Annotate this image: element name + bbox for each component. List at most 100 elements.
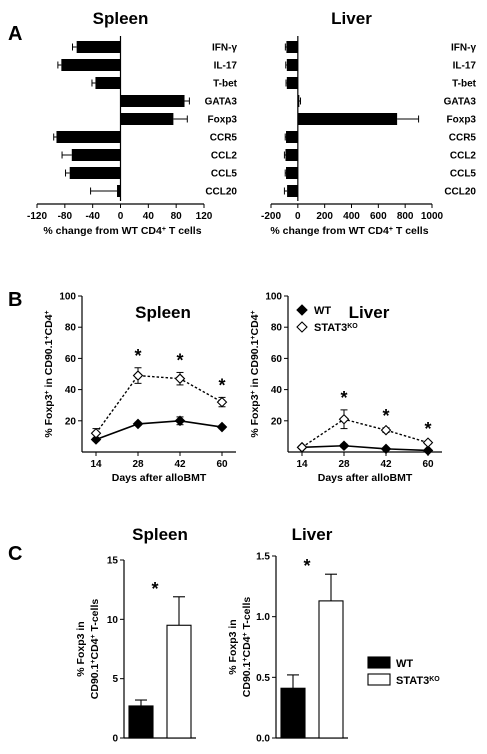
chart-a-liver: Liver IFN-γ IL-17 T-bet GATA3 Foxp3 CCR5 CCL2 CC… xyxy=(261,9,477,237)
significance-star: * xyxy=(424,419,431,439)
legend-marker-wt xyxy=(296,304,308,316)
x-tick-label: 40 xyxy=(143,211,155,222)
bar xyxy=(71,149,121,161)
bar xyxy=(287,185,298,197)
chart-a-spleen: Spleen IFN-γ IL-17 T-bet GATA3 Foxp3 CCR5 CCL2 C… xyxy=(27,9,238,237)
bar xyxy=(286,77,298,89)
point-stat3ko xyxy=(216,396,228,408)
category-label: IL-17 xyxy=(214,61,238,72)
x-tick-label: -120 xyxy=(27,211,47,222)
y-tick-label: 80 xyxy=(65,323,77,334)
category-label: Foxp3 xyxy=(447,115,477,126)
legend-swatch-wt xyxy=(367,656,391,669)
point-stat3ko xyxy=(422,437,434,448)
significance-star: * xyxy=(176,350,183,370)
y-tick-label: 0.0 xyxy=(256,734,270,745)
y-axis-label-line2: CD90.1+CD4+ T-cells xyxy=(89,599,101,700)
point-wt xyxy=(422,445,434,456)
series-line-wt xyxy=(301,444,429,452)
panel-label-a: A xyxy=(8,23,22,45)
x-tick-label: -80 xyxy=(58,211,73,222)
y-axis-label: % Foxp3+ in CD90.1+CD4+ xyxy=(249,310,261,437)
x-tick-label: 14 xyxy=(296,459,308,470)
bar xyxy=(120,95,185,107)
bar-stat3ko xyxy=(318,600,344,739)
bar-wt xyxy=(128,705,154,739)
x-tick-label: 28 xyxy=(132,459,144,470)
bar xyxy=(286,131,298,143)
x-axis-label: % change from WT CD4+ T cells xyxy=(270,225,428,237)
bar xyxy=(120,113,174,125)
y-tick-label: 5 xyxy=(112,674,118,685)
legend-swatch-stat3ko xyxy=(367,673,391,686)
category-label: CCL2 xyxy=(211,151,238,162)
point-wt xyxy=(132,418,144,430)
bar xyxy=(286,167,298,179)
legend-label: STAT3KO xyxy=(314,322,358,334)
x-axis-label: Days after alloBMT xyxy=(112,472,207,484)
category-label: GATA3 xyxy=(444,97,477,108)
y-tick-label: 60 xyxy=(271,354,283,365)
point-stat3ko xyxy=(174,373,186,384)
category-label: IFN-γ xyxy=(212,43,237,54)
chart-title: Spleen xyxy=(132,525,188,544)
series-line-wt xyxy=(95,419,223,441)
y-axis-label: % Foxp3+ in CD90.1+CD4+ xyxy=(43,310,55,437)
y-tick-label: 1.0 xyxy=(256,612,270,623)
y-tick-label: 20 xyxy=(271,416,283,427)
x-tick-label: 400 xyxy=(343,211,360,222)
category-label: CCL5 xyxy=(450,169,477,180)
x-tick-label: 28 xyxy=(338,459,350,470)
chart-title: Spleen xyxy=(135,303,191,322)
bar xyxy=(95,77,121,89)
category-label: CCR5 xyxy=(449,133,477,144)
category-label: T-bet xyxy=(452,79,477,90)
x-tick-label: 42 xyxy=(174,459,186,470)
x-tick-label: 42 xyxy=(380,459,392,470)
x-tick-label: 14 xyxy=(90,459,102,470)
series-line-stat3ko xyxy=(301,418,429,448)
y-tick-label: 80 xyxy=(271,323,283,334)
point-stat3ko xyxy=(132,370,144,381)
bar xyxy=(286,59,298,71)
y-tick-label: 0 xyxy=(112,734,118,745)
x-tick-label: -40 xyxy=(85,211,100,222)
x-tick-label: 60 xyxy=(422,459,434,470)
bar xyxy=(297,113,398,125)
chart-title: Liver xyxy=(331,9,372,28)
legend-label: STAT3KO xyxy=(396,675,440,687)
significance-star: * xyxy=(340,388,347,408)
x-tick-label: 600 xyxy=(370,211,387,222)
point-stat3ko xyxy=(380,424,392,436)
x-axis-label: Days after alloBMT xyxy=(318,472,413,484)
point-stat3ko xyxy=(90,428,102,439)
x-tick-label: 60 xyxy=(216,459,228,470)
y-tick-label: 40 xyxy=(271,385,283,396)
chart-c-liver: Liver 0.0 0.5 1.0 1.5 * % Foxp3 inCD90.1+CD4+ … xyxy=(227,525,440,745)
x-tick-label: 200 xyxy=(316,211,333,222)
y-tick-label: 100 xyxy=(265,292,282,303)
series-line-stat3ko xyxy=(95,374,223,434)
x-tick-label: 80 xyxy=(171,211,183,222)
y-axis-label: % Foxp3 in xyxy=(227,619,239,674)
category-label: CCL5 xyxy=(211,169,238,180)
y-tick-label: 10 xyxy=(107,615,119,626)
x-tick-label: 0 xyxy=(295,211,301,222)
significance-star: * xyxy=(134,346,141,366)
panel-label-b: B xyxy=(8,289,22,311)
point-stat3ko xyxy=(296,442,308,453)
point-stat3ko xyxy=(338,413,350,425)
bar xyxy=(56,131,121,143)
category-label: CCL20 xyxy=(444,187,476,198)
bar xyxy=(76,41,121,53)
significance-star: * xyxy=(218,375,225,395)
y-tick-label: 15 xyxy=(107,556,119,567)
x-tick-label: 120 xyxy=(196,211,213,222)
chart-b-liver: Liver 20 40 60 80 100 14 28 42 60 Days after alloB… xyxy=(249,292,442,484)
bar xyxy=(285,149,298,161)
category-label: Foxp3 xyxy=(208,115,238,126)
category-label: CCL2 xyxy=(450,151,477,162)
category-label: IFN-γ xyxy=(451,43,476,54)
legend-label: WT xyxy=(314,305,331,317)
